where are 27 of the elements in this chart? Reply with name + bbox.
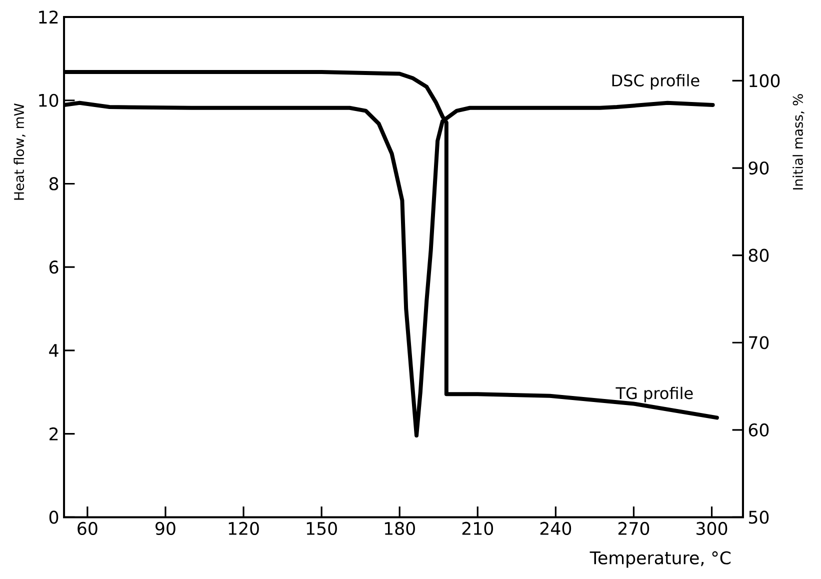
y2-tick-label: 50	[749, 510, 769, 524]
y-tick-label: 4	[49, 344, 58, 357]
y-tick-label: 12	[39, 10, 58, 24]
x-axis-title: Temperature, °C	[590, 551, 731, 568]
y2-tick-label: 60	[748, 423, 769, 436]
y-tick-label: 8	[49, 177, 58, 190]
y2-tick-label: 80	[748, 248, 769, 262]
y2-tick-label: 90	[748, 161, 769, 174]
x-tick-label: 90	[156, 522, 176, 535]
x-tick-label: 240	[540, 522, 572, 535]
x-tick-label: 150	[306, 522, 337, 535]
series-label: TG profile	[616, 386, 693, 402]
x-tick-label: 180	[384, 522, 415, 535]
y-tick-label: 2	[50, 427, 58, 440]
y2-tick-label: 100	[750, 74, 780, 88]
series-label: DSC profile	[612, 74, 700, 90]
x-tick-label: 300	[696, 522, 728, 535]
y-axis-title: Heat flow, mW	[14, 103, 26, 200]
x-tick-label: 210	[462, 522, 494, 535]
x-tick-label: 120	[228, 522, 259, 535]
x-tick-label: 270	[618, 522, 650, 535]
y2-tick-label: 70	[749, 336, 769, 350]
y-tick-label: 10	[39, 94, 58, 107]
x-tick-label: 60	[78, 522, 98, 535]
y2-axis-title: Initial mass, %	[792, 94, 804, 190]
y-tick-label: 6	[49, 260, 58, 274]
y-tick-label: 0	[49, 510, 58, 524]
